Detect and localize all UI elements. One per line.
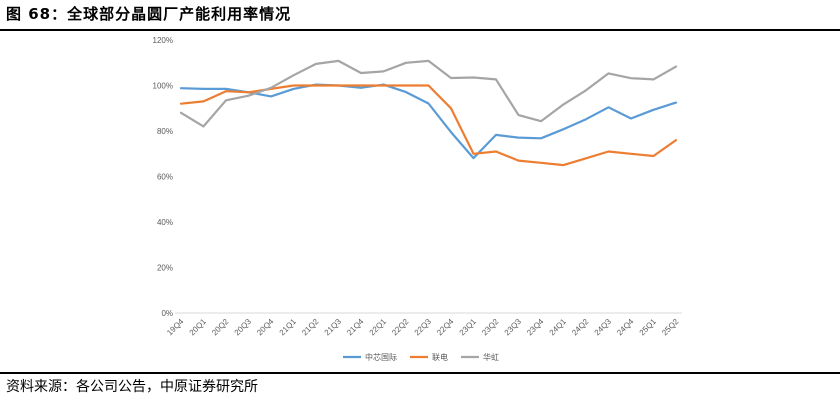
x-tick-label: 24Q1 (548, 317, 569, 338)
series-line-1 (179, 83, 678, 160)
x-tick-label: 24Q2 (570, 317, 591, 338)
y-tick-label: 60% (157, 173, 173, 182)
title-rule (0, 29, 840, 31)
y-tick-label: 40% (157, 218, 173, 227)
y-tick-label: 80% (157, 127, 173, 136)
series-line-3 (179, 59, 678, 128)
x-axis: 19Q4 20Q1 20Q2 20Q3 20Q4 21Q1 21Q2 21Q3 21Q4 22Q1… (165, 312, 682, 338)
y-tick-label: 20% (157, 264, 173, 273)
source-rule (0, 372, 840, 374)
legend-label: 联电 (432, 352, 448, 362)
x-tick-label: 22Q1 (368, 317, 389, 338)
x-tick-label: 24Q4 (615, 317, 636, 338)
x-tick-label: 23Q4 (525, 317, 546, 338)
figure-title: 图 68：全球部分晶圆厂产能利用率情况 (6, 5, 292, 23)
x-tick-label: 21Q4 (345, 317, 366, 338)
x-tick-label: 20Q3 (233, 317, 254, 338)
x-tick-label: 21Q1 (278, 317, 299, 338)
y-axis: 0% 20% 40% 60% 80% 100% 120% (153, 36, 173, 318)
line-chart: 0%20%40%60%80%100%120% 19Q4 20Q1 20Q2 20Q3 2… (153, 36, 682, 362)
legend-label: 华虹 (483, 352, 499, 362)
x-tick-label: 24Q3 (593, 317, 614, 338)
x-tick-label: 23Q3 (503, 317, 524, 338)
source-note: 资料来源：各公司公告，中原证券研究所 (6, 379, 258, 395)
x-tick-label: 20Q2 (210, 317, 231, 338)
x-tick-label: 25Q1 (638, 317, 659, 338)
x-tick-label: 25Q2 (660, 317, 681, 338)
series-line-2 (179, 84, 678, 167)
series-group (179, 59, 678, 167)
legend: 中芯国际 联电 华虹 (343, 352, 499, 362)
y-tick-label: 100% (153, 82, 173, 91)
legend-label: 中芯国际 (365, 352, 397, 362)
x-tick-label: 20Q1 (188, 317, 209, 338)
x-tick-label: 23Q1 (458, 317, 479, 338)
x-tick-label: 21Q2 (300, 317, 321, 338)
x-tick-label: 20Q4 (255, 317, 276, 338)
x-tick-label: 22Q2 (390, 317, 411, 338)
y-tick-label: 120% (153, 36, 173, 45)
x-tick-label: 22Q4 (435, 317, 456, 338)
x-tick-label: 23Q2 (480, 317, 501, 338)
x-tick-label: 19Q4 (165, 317, 186, 338)
x-tick-label: 22Q3 (413, 317, 434, 338)
x-tick-label: 21Q3 (323, 317, 344, 338)
y-tick-label: 0% (161, 309, 173, 318)
